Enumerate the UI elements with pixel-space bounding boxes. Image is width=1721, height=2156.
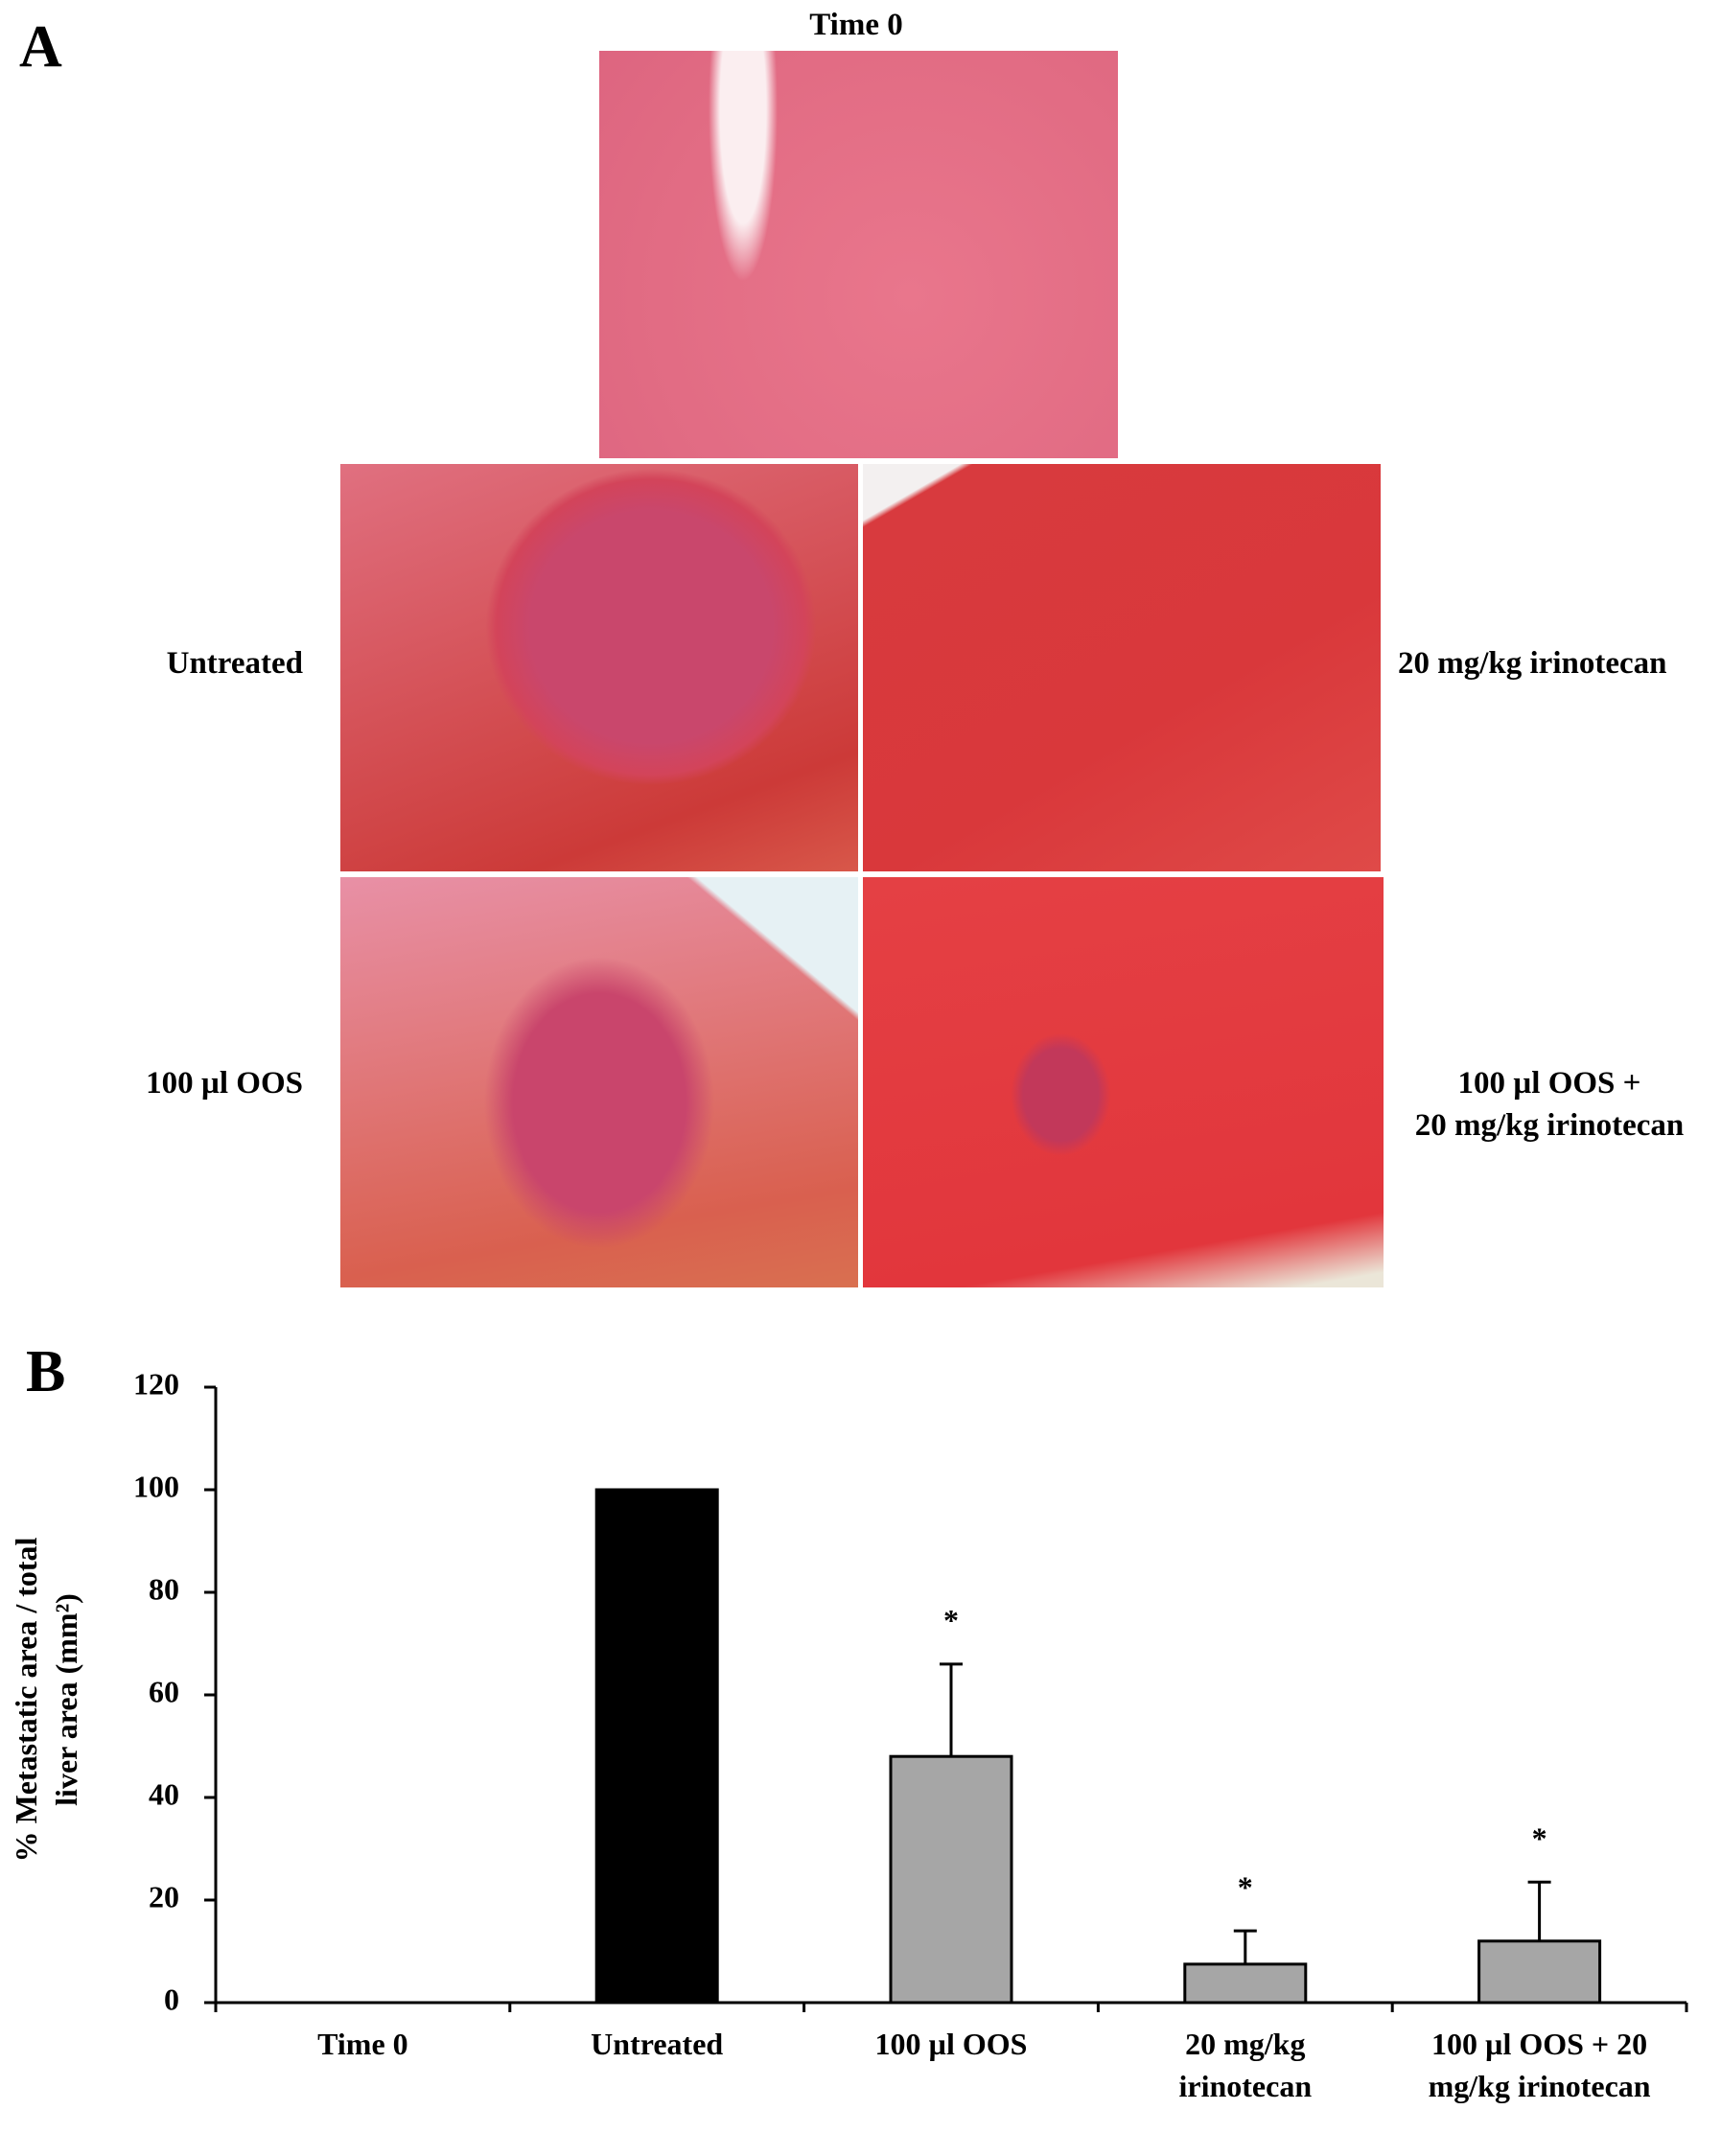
- significance-marker: *: [1532, 1821, 1547, 1856]
- bar: [1477, 1939, 1602, 2005]
- y-tick-label: 60: [149, 1674, 179, 1708]
- image-label: Time 0: [809, 8, 903, 42]
- image-label-line: 20 mg/kg irinotecan: [1414, 1108, 1685, 1143]
- x-tick-label: 20 mg/kg irinotecan: [1178, 2027, 1313, 2103]
- y-tick-label: 120: [133, 1366, 179, 1401]
- x-tick-label: 100 µl OOS + 20 mg/kg irinotecan: [1428, 2027, 1651, 2103]
- y-tick-label: 100: [133, 1469, 179, 1503]
- panel-letter: B: [26, 1339, 66, 1404]
- y-tick-label: 80: [149, 1571, 179, 1606]
- bar: [594, 1488, 719, 2005]
- histology-image: [863, 877, 1384, 1287]
- histology-image: [599, 51, 1118, 458]
- bar: [1183, 1962, 1308, 2005]
- image-label: 100 µl OOS: [146, 1066, 303, 1101]
- y-tick-label: 40: [149, 1776, 179, 1811]
- histology-image: [340, 877, 858, 1287]
- bar: [889, 1754, 1013, 2005]
- significance-marker: *: [1238, 1869, 1253, 1904]
- y-tick-label: 0: [164, 1982, 179, 2016]
- x-tick-label: Untreated: [591, 2027, 724, 2061]
- panel-letter: A: [19, 14, 62, 80]
- image-label: 100 µl OOS + 20 mg/kg irinotecan: [1386, 1062, 1712, 1147]
- histology-image: [340, 464, 858, 871]
- image-label-line: 100 µl OOS +: [1457, 1066, 1641, 1101]
- significance-marker: *: [943, 1603, 959, 1637]
- image-label: 20 mg/kg irinotecan: [1398, 646, 1667, 681]
- image-label: Untreated: [166, 646, 303, 681]
- x-tick-label: 100 µl OOS: [874, 2027, 1028, 2061]
- y-tick-label: 20: [149, 1879, 179, 1913]
- histology-image: [863, 464, 1381, 871]
- x-tick-label: Time 0: [317, 2027, 408, 2061]
